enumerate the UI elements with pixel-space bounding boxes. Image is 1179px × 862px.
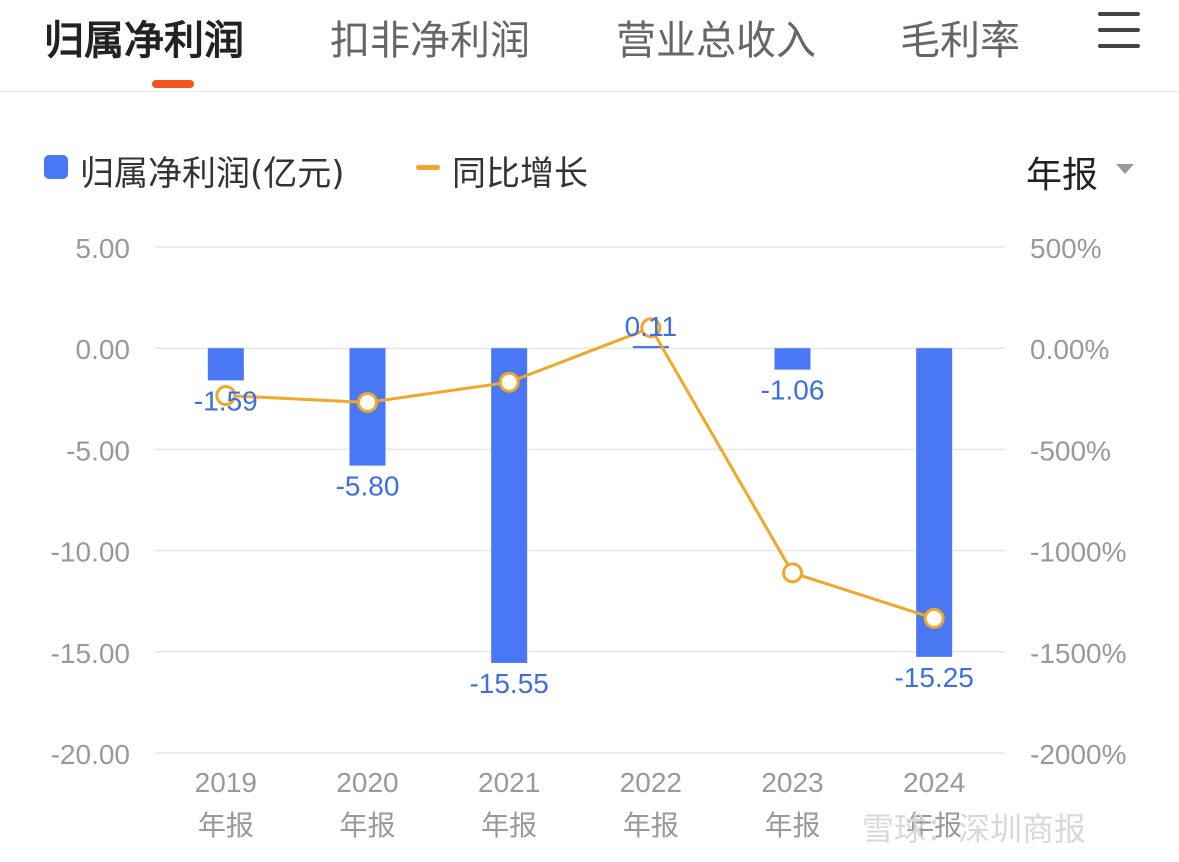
bar-value-label: -1.06 [761,375,825,406]
yoy-point-2023 [782,562,803,584]
x-tick-period: 年报 [623,810,679,841]
bar-value-label: -1.59 [194,385,258,416]
menu-icon[interactable] [1098,12,1140,48]
x-tick-year: 2024 [903,767,965,798]
period-selector[interactable]: 年报 [1026,155,1099,196]
x-tick-year: 2019 [195,767,257,798]
right-axis-tick-label: 500% [1030,233,1102,264]
x-tick-period: 年报 [339,810,395,841]
left-axis-tick-label: -10.00 [51,537,130,568]
yoy-point-2019 [215,385,237,407]
x-tick-period: 年报 [198,810,254,841]
left-axis-tick-label: 5.00 [76,233,131,264]
bar-value-label: -5.80 [336,471,400,502]
bar-value-label: -15.25 [894,662,973,693]
tab-divider [0,91,1179,92]
bar-2021 [491,348,528,663]
bar-2024 [916,348,953,657]
x-tick-year: 2023 [761,767,823,798]
right-axis-tick-label: 0.00% [1030,334,1109,365]
tab-gross-margin[interactable]: 毛利率 [900,18,1020,64]
yoy-point-2020 [357,391,378,413]
bar-2022 [632,345,669,349]
bar-value-label: 0.11 [625,311,677,342]
x-tick-year: 2022 [620,767,682,798]
legend-net-profit: 归属净利润(亿元) [80,154,345,194]
right-axis-tick-label: -500% [1030,435,1111,466]
bar-2023 [774,348,811,370]
x-tick-year: 2020 [336,767,398,798]
yoy-point-2021 [498,371,520,393]
left-axis-tick-label: 0.00 [76,334,131,365]
x-tick-year: 2021 [478,767,540,798]
bar-value-label: -15.55 [469,668,548,699]
left-axis-tick-label: -20.00 [51,739,130,770]
metric-tab-bar: 归属净利润 扣非净利润 营业总收入 毛利率 [0,0,1179,92]
x-tick-period: 年报 [764,810,820,841]
right-axis-tick-label: -1500% [1030,638,1127,669]
yoy-growth-line [225,325,935,620]
legend-line-swatch [416,165,440,170]
chevron-down-icon[interactable] [1116,164,1134,174]
legend-yoy-growth: 同比增长 [452,154,588,194]
active-tab-indicator [152,80,194,88]
right-axis-tick-label: -1000% [1030,537,1127,568]
x-tick-period: 年报 [481,810,537,841]
left-axis-tick-label: -15.00 [51,638,130,669]
tab-deducted-net-profit[interactable]: 扣非净利润 [330,18,530,64]
tab-net-profit-attributable[interactable]: 归属净利润 [44,18,244,64]
yoy-point-2024 [923,607,945,629]
x-tick-period: 年报 [906,810,962,841]
legend-bar-swatch [44,155,68,179]
right-axis-tick-label: -2000% [1030,739,1127,770]
yoy-point-2022 [640,317,662,339]
bar-2019 [207,348,244,381]
watermark: 雪球：深圳商报 [862,810,1087,848]
left-axis-tick-label: -5.00 [66,435,130,466]
tab-total-revenue[interactable]: 营业总收入 [616,18,816,64]
